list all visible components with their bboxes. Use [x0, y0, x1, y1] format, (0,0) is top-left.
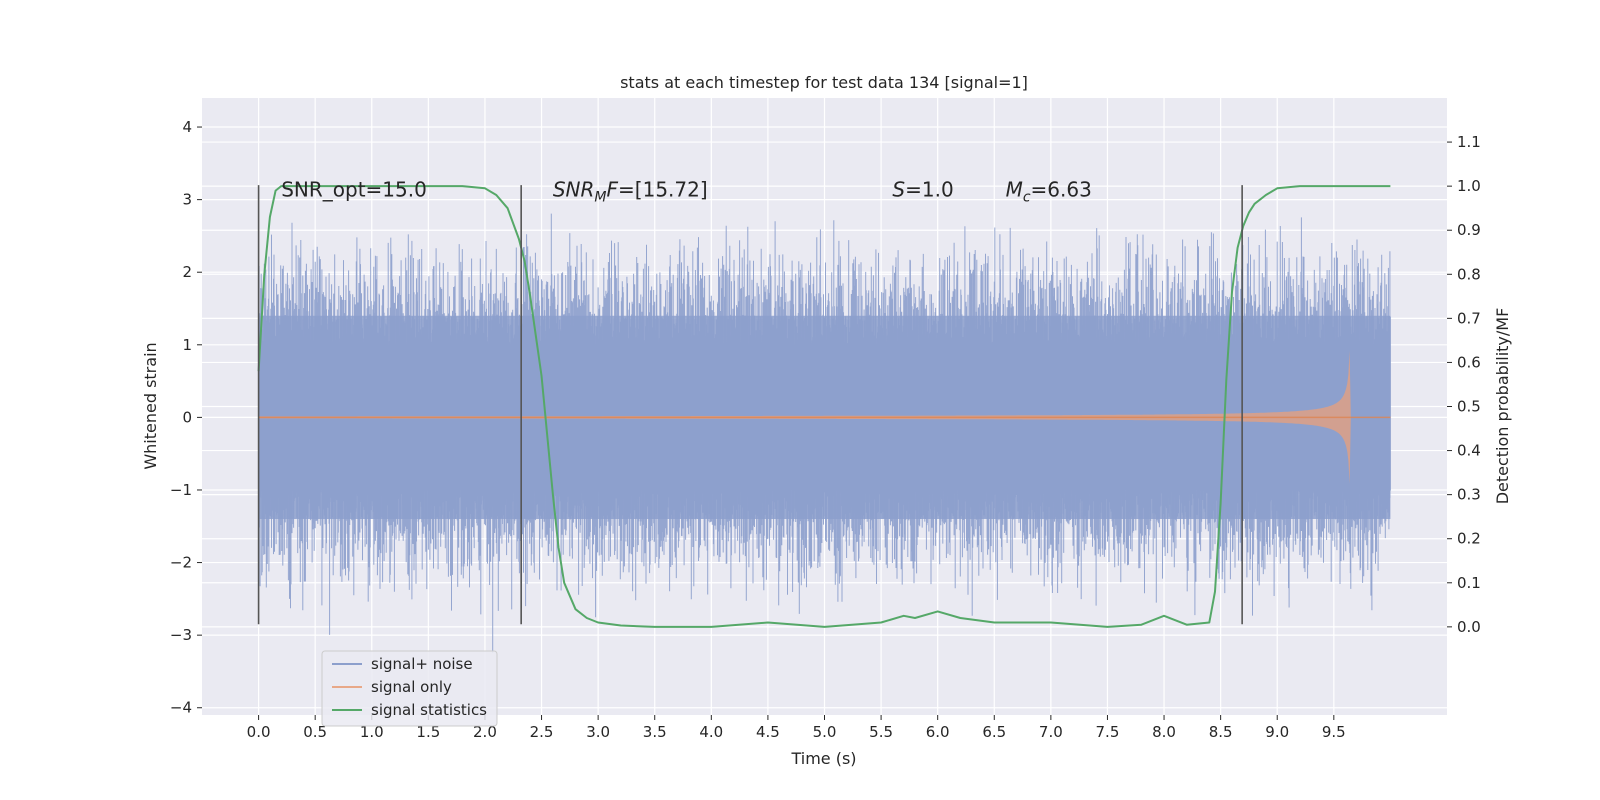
y-left-tick-label: −3 — [170, 626, 192, 644]
y-right-tick-label: 0.8 — [1457, 265, 1481, 283]
x-tick-label: 2.0 — [473, 723, 497, 741]
y-right-tick-label: 0.6 — [1457, 353, 1481, 371]
x-tick-label: 7.5 — [1096, 723, 1120, 741]
y-axis-right-ticks: 1.1 1.0 0.9 0.8 0.7 0.6 0.5 0.4 0.3 0.2 0.1 0.0 — [1447, 133, 1481, 636]
legend-box — [321, 650, 498, 727]
x-tick-label: 8.5 — [1209, 723, 1233, 741]
x-tick-label: 3.0 — [586, 723, 610, 741]
y-axis-left-label: Whitened strain — [141, 342, 160, 469]
y-right-tick-label: 0.1 — [1457, 574, 1481, 592]
x-tick-label: 0.0 — [247, 723, 271, 741]
y-right-tick-label: 0.0 — [1457, 618, 1481, 636]
y-left-tick-label: 3 — [182, 191, 192, 209]
y-left-tick-label: −1 — [170, 481, 192, 499]
annotation-text: SNR_opt=15.0 — [281, 178, 427, 202]
x-tick-label: 9.0 — [1265, 723, 1289, 741]
x-tick-label: 6.5 — [982, 723, 1006, 741]
legend-label-signal-noise: signal+ noise — [371, 655, 473, 673]
vertical-lines — [257, 185, 1243, 625]
y-left-tick-label: 1 — [182, 336, 192, 354]
y-axis-right-label: Detection probability/MF — [1493, 308, 1512, 505]
y-right-tick-label: 0.5 — [1457, 398, 1481, 416]
annotation-text: Mc=6.63 — [1006, 178, 1092, 206]
y-left-tick-label: 2 — [182, 263, 192, 281]
annotations: SNR_opt=15.0 SNRMF=[15.72] S=1.0 Mc=6.63 — [281, 178, 1092, 206]
series-signal-statistics — [257, 185, 1391, 628]
y-left-tick-label: 0 — [182, 408, 192, 426]
x-tick-label: 1.5 — [416, 723, 440, 741]
series-signal-only — [258, 350, 1391, 484]
x-tick-label: 0.5 — [303, 723, 327, 741]
x-tick-label: 3.5 — [643, 723, 667, 741]
annotation-text: S=1.0 — [892, 178, 953, 202]
x-tick-label: 9.5 — [1322, 723, 1346, 741]
y-right-tick-label: 0.4 — [1457, 442, 1481, 460]
y-left-tick-label: 4 — [182, 118, 192, 136]
y-right-tick-label: 0.9 — [1457, 221, 1481, 239]
y-right-tick-label: 0.3 — [1457, 486, 1481, 504]
x-tick-label: 8.0 — [1152, 723, 1176, 741]
x-axis-label: Time (s) — [790, 749, 856, 768]
legend-label-signal-only: signal only — [371, 678, 452, 696]
annotation-text: SNRMF=[15.72] — [553, 178, 708, 206]
y-left-tick-label: −2 — [170, 554, 192, 572]
x-tick-label: 7.0 — [1039, 723, 1063, 741]
x-tick-label: 4.5 — [756, 723, 780, 741]
y-axis-left-ticks: 4 3 2 1 0 −1 −2 −3 −4 — [170, 118, 202, 717]
x-tick-label: 4.0 — [699, 723, 723, 741]
series-layer — [257, 185, 1391, 653]
y-right-tick-label: 0.7 — [1457, 309, 1481, 327]
y-right-tick-label: 1.0 — [1457, 177, 1481, 195]
y-right-tick-label: 0.2 — [1457, 530, 1481, 548]
legend-label-signal-statistics: signal statistics — [371, 701, 487, 719]
x-tick-label: 5.0 — [813, 723, 837, 741]
y-left-tick-label: −4 — [170, 699, 192, 717]
x-tick-label: 6.0 — [926, 723, 950, 741]
legend: signal+ noise signal only signal statist… — [321, 650, 498, 727]
x-tick-label: 5.5 — [869, 723, 893, 741]
y-right-tick-label: 1.1 — [1457, 133, 1481, 151]
chart-title: stats at each timestep for test data 134… — [620, 73, 1028, 92]
x-tick-label: 2.5 — [530, 723, 554, 741]
x-axis-ticks: 0.0 0.5 1.0 1.5 2.0 2.5 3.0 3.5 4.0 4.5 5.0 5.5 6.0 6… — [247, 715, 1346, 741]
x-tick-label: 1.0 — [360, 723, 384, 741]
